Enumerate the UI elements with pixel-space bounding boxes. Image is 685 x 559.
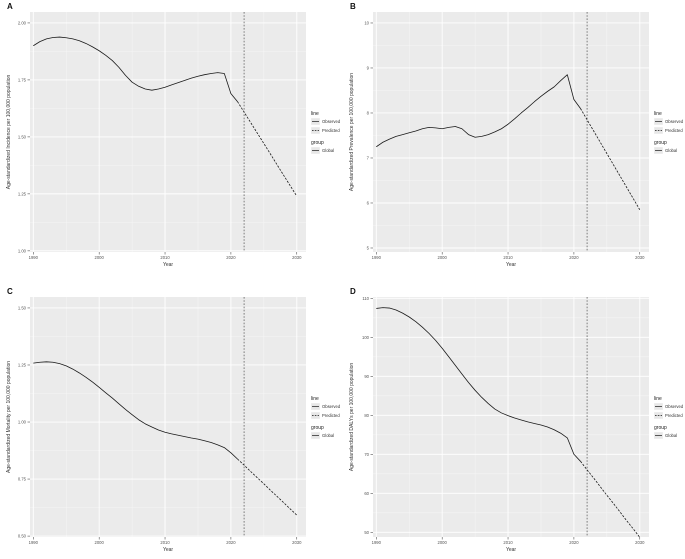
x-tick-label: 1990 [29, 255, 39, 260]
x-tick-label: 2000 [95, 255, 105, 260]
x-tick-label: 2010 [160, 255, 170, 260]
legend-group-title: group [654, 425, 667, 431]
x-tick-label: 2020 [226, 255, 236, 260]
legend: line Observed Predicted group Global [310, 396, 341, 440]
legend-line-title: line [311, 111, 319, 117]
x-tick-label: 2020 [569, 255, 579, 260]
legend-label-global: Global [665, 148, 677, 153]
legend: line Observed Predicted group Global [653, 396, 684, 440]
x-axis-title: Year [163, 547, 173, 553]
plot-area: 1990 2000 2010 2020 2030 110 100 90 80 70 60 50 [362, 296, 649, 545]
y-tick-label: 80 [364, 413, 369, 418]
y-tick-label: 70 [364, 452, 369, 457]
legend-line-title: line [311, 396, 319, 402]
panel-b: 1990 2000 2010 2020 2030 10 9 8 7 6 5 B Age-standa… [349, 2, 684, 268]
observed-line [376, 307, 581, 462]
legend-group-title: group [311, 425, 324, 431]
y-tick-label: 60 [364, 491, 369, 496]
x-tick-label: 2000 [438, 255, 448, 260]
y-tick-label: 9 [367, 65, 370, 70]
legend-label-predicted: Predicted [665, 128, 683, 133]
x-tick-label: 1990 [372, 255, 382, 260]
x-tick-label: 2030 [292, 255, 302, 260]
plot-background [30, 12, 306, 252]
y-axis-title: Age-standardized Prevalence per 100,000 … [349, 73, 355, 191]
y-tick-label: 6 [367, 200, 370, 205]
y-tick-label: 50 [364, 530, 369, 535]
legend-label-predicted: Predicted [322, 128, 340, 133]
y-tick-label: 1.00 [18, 420, 27, 425]
legend-line-title: line [654, 396, 662, 402]
y-tick-label: 5 [367, 245, 370, 250]
x-tick-label: 2030 [635, 255, 645, 260]
plot-background [373, 12, 649, 252]
y-tick-label: 100 [362, 335, 370, 340]
legend-label-global: Global [322, 433, 334, 438]
legend-line-title: line [654, 111, 662, 117]
x-tick-label: 2010 [503, 255, 513, 260]
panel-a: 1990 2000 2010 2020 2030 2.00 1.75 1.50 1.25 1.00… [6, 2, 341, 268]
x-tick-label: 2030 [635, 540, 645, 545]
plot-area: 1990 2000 2010 2020 2030 1.50 1.25 1.00 0.75 0.50 [18, 297, 306, 545]
panel-letter: A [7, 2, 13, 11]
y-tick-label: 8 [367, 110, 370, 115]
observed-line [33, 361, 238, 460]
legend-label-global: Global [322, 148, 334, 153]
observed-line [33, 36, 238, 102]
x-tick-label: 1990 [29, 540, 39, 545]
observed-line [376, 74, 581, 148]
y-axis-title: Age-standardized Mortality per 100,000 p… [6, 361, 12, 473]
legend-group-title: group [654, 140, 667, 146]
panel-letter: B [350, 2, 356, 11]
y-tick-label: 0.50 [18, 534, 27, 539]
predicted-line [580, 461, 641, 538]
x-tick-label: 2010 [503, 540, 513, 545]
plot-area: 1990 2000 2010 2020 2030 10 9 8 7 6 5 [364, 12, 649, 260]
x-tick-label: 2030 [292, 540, 302, 545]
legend-label-observed: Observed [665, 119, 684, 124]
y-tick-label: 1.75 [18, 77, 27, 82]
panel-c: 1990 2000 2010 2020 2030 1.50 1.25 1.00 0.75 0.50… [6, 287, 341, 553]
x-axis-title: Year [506, 547, 516, 553]
legend: line Observed Predicted group Global [310, 111, 341, 155]
y-tick-label: 0.75 [18, 477, 27, 482]
y-tick-label: 1.50 [18, 134, 27, 139]
panel-letter: C [7, 287, 13, 296]
x-tick-label: 2020 [569, 540, 579, 545]
plot-area: 1990 2000 2010 2020 2030 2.00 1.75 1.50 1.25 1.00 [18, 12, 306, 260]
x-axis-title: Year [506, 262, 516, 268]
x-tick-label: 2010 [160, 540, 170, 545]
panel-letter: D [350, 287, 356, 296]
x-tick-label: 2020 [226, 540, 236, 545]
y-tick-label: 90 [364, 374, 369, 379]
y-tick-label: 7 [367, 155, 370, 160]
plot-background [30, 297, 306, 537]
y-tick-label: 1.25 [18, 191, 27, 196]
y-tick-label: 1.25 [18, 362, 27, 367]
legend: line Observed Predicted group Global [653, 111, 684, 155]
predicted-line [237, 101, 298, 197]
y-tick-label: 2.00 [18, 20, 27, 25]
x-tick-label: 1990 [372, 540, 382, 545]
legend-label-global: Global [665, 433, 677, 438]
panel-d: 1990 2000 2010 2020 2030 110 100 90 80 70 60 50 D A… [349, 287, 684, 553]
x-tick-label: 2000 [438, 540, 448, 545]
predicted-line [580, 108, 641, 210]
y-tick-label: 1.00 [18, 248, 27, 253]
y-tick-label: 110 [362, 296, 369, 301]
y-axis-title: Age-standardized Incidence per 100,000 p… [6, 75, 12, 190]
y-tick-label: 10 [364, 20, 369, 25]
legend-label-observed: Observed [322, 404, 341, 409]
y-axis-title: Age-standardized DALYs per 100,000 popul… [349, 363, 355, 472]
legend-label-predicted: Predicted [665, 413, 683, 418]
legend-label-observed: Observed [665, 404, 684, 409]
x-tick-label: 2000 [95, 540, 105, 545]
predicted-line [237, 458, 298, 516]
legend-label-predicted: Predicted [322, 413, 340, 418]
legend-label-observed: Observed [322, 119, 341, 124]
y-tick-label: 1.50 [18, 305, 27, 310]
legend-group-title: group [311, 140, 324, 146]
x-axis-title: Year [163, 262, 173, 268]
